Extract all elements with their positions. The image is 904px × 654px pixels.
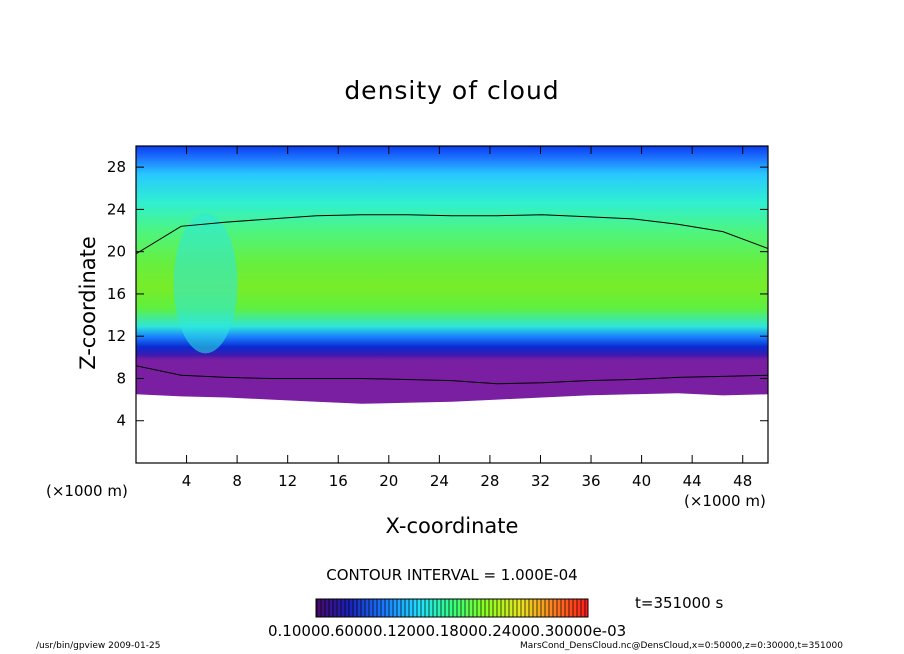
contour-line-top: [136, 214, 768, 255]
x-axis-label: X-coordinate: [385, 514, 519, 538]
x-tick-label: 40: [632, 472, 651, 490]
y-tick-label: 24: [107, 200, 126, 218]
left-low-density-region: [173, 213, 238, 354]
x-tick-label: 28: [480, 472, 499, 490]
x-tick-label: 20: [379, 472, 398, 490]
colorbar-stripes: [316, 599, 588, 617]
y-tick-label: 16: [107, 285, 126, 303]
y-tick-label: 4: [116, 412, 126, 430]
footer-left-text: /usr/bin/gpview 2009-01-25: [36, 641, 161, 651]
y-tick-label: 20: [107, 243, 126, 261]
density-field: [136, 146, 768, 404]
colorbar: [315, 598, 589, 618]
plot-area: [136, 146, 768, 404]
y-tick-label: 12: [107, 327, 126, 345]
y-tick-label: 8: [116, 369, 126, 387]
x-tick-label: 32: [531, 472, 550, 490]
contour-interval-label: CONTOUR INTERVAL = 1.000E-04: [326, 566, 578, 584]
x-tick-label: 24: [430, 472, 449, 490]
x-unit-label: (×1000 m): [684, 492, 766, 510]
x-tick-label: 16: [329, 472, 348, 490]
contour-line-bottom: [136, 365, 768, 385]
y-axis-label: Z-coordinate: [76, 236, 100, 370]
chart-title: density of cloud: [344, 76, 560, 105]
footer-right-text: MarsCond_DensCloud.nc@DensCloud,x=0:5000…: [520, 641, 843, 651]
x-tick-label: 12: [278, 472, 297, 490]
y-unit-label: (×1000 m): [46, 482, 128, 500]
time-label: t=351000 s: [635, 594, 724, 612]
colorbar-labels: 0.10000.60000.12000.18000.24000.30000e-0…: [268, 622, 627, 640]
x-tick-label: 44: [683, 472, 702, 490]
x-tick-label: 8: [232, 472, 242, 490]
plot-frame: [135, 145, 769, 464]
x-tick-label: 36: [581, 472, 600, 490]
colorbar-frame: [315, 598, 589, 618]
x-tick-label: 48: [733, 472, 752, 490]
x-tick-label: 4: [182, 472, 192, 490]
y-tick-label: 28: [107, 158, 126, 176]
